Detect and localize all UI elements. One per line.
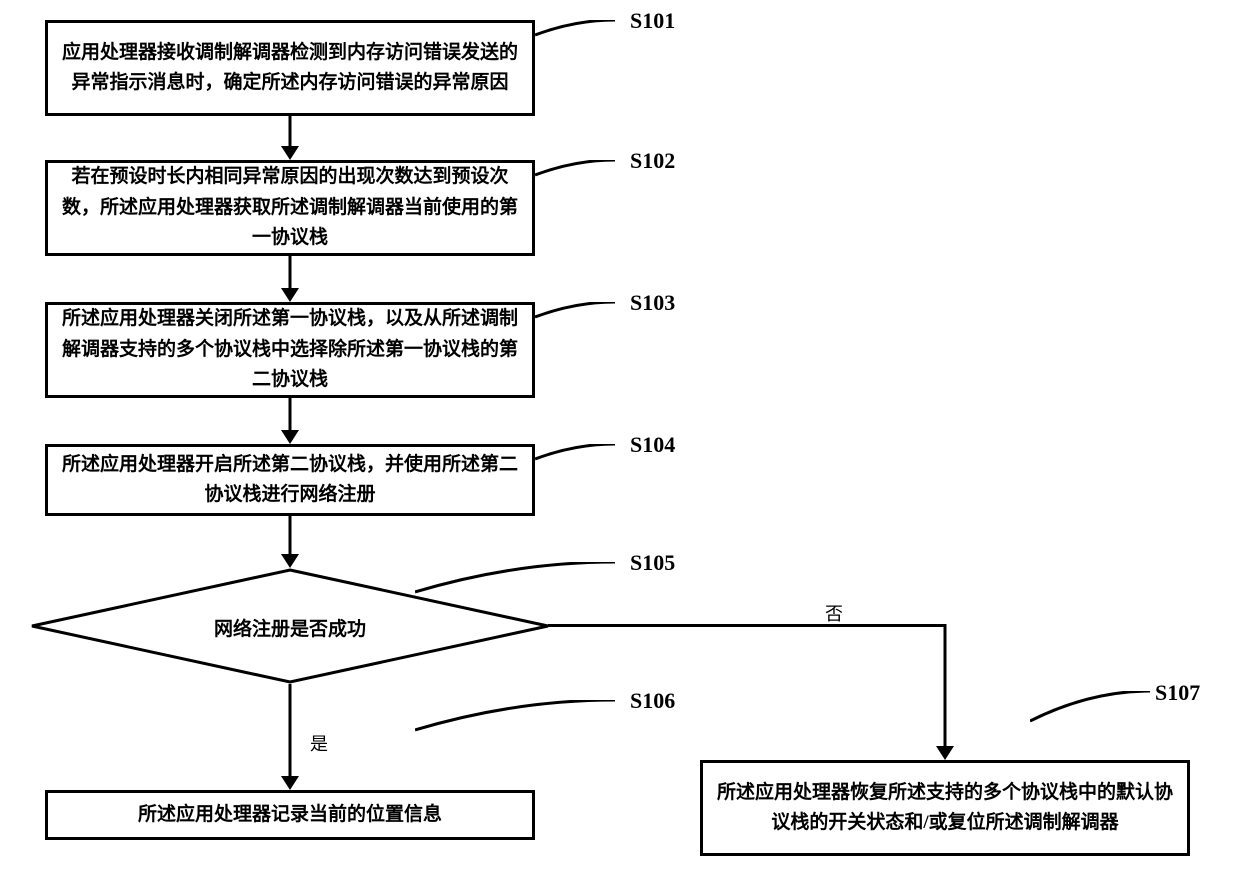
arrow-no-s107	[935, 624, 955, 765]
arrow-s101-s102	[280, 116, 300, 165]
edge-label-yes: 是	[310, 730, 328, 756]
step-s106-text: 所述应用处理器记录当前的位置信息	[138, 800, 442, 830]
step-s104-text: 所述应用处理器开启所述第二协议栈，并使用所述第二协议栈进行网络注册	[62, 450, 518, 511]
step-s104: 所述应用处理器开启所述第二协议栈，并使用所述第二协议栈进行网络注册	[45, 444, 535, 516]
label-s102: S102	[630, 148, 675, 174]
step-s107-text: 所述应用处理器恢复所述支持的多个协议栈中的默认协议栈的开关状态和/或复位所述调制…	[717, 778, 1173, 839]
label-s101: S101	[630, 8, 675, 34]
step-s106: 所述应用处理器记录当前的位置信息	[45, 790, 535, 840]
edge-label-no: 否	[825, 600, 843, 626]
label-s107: S107	[1155, 680, 1200, 706]
arrow-s102-s103	[280, 256, 300, 307]
connector-s102-label	[535, 160, 625, 195]
arrow-s105-s106	[280, 684, 300, 795]
arrow-s103-s104	[280, 398, 300, 449]
label-s104: S104	[630, 432, 675, 458]
label-s105: S105	[630, 550, 675, 576]
connector-s101-label	[535, 20, 625, 55]
label-s106: S106	[630, 688, 675, 714]
flowchart-container: 应用处理器接收调制解调器检测到内存访问错误发送的异常指示消息时，确定所述内存访问…	[0, 0, 1240, 875]
connector-s106-label	[415, 700, 625, 745]
label-s103: S103	[630, 290, 675, 316]
decision-s105-text: 网络注册是否成功	[30, 614, 550, 641]
step-s102: 若在预设时长内相同异常原因的出现次数达到预设次数，所述应用处理器获取所述调制解调…	[45, 160, 535, 256]
step-s103-text: 所述应用处理器关闭所述第一协议栈，以及从所述调制解调器支持的多个协议栈中选择除所…	[62, 304, 518, 395]
connector-s107-label	[1030, 691, 1160, 736]
step-s101: 应用处理器接收调制解调器检测到内存访问错误发送的异常指示消息时，确定所述内存访问…	[45, 20, 535, 116]
connector-s105-label	[415, 562, 625, 607]
step-s102-text: 若在预设时长内相同异常原因的出现次数达到预设次数，所述应用处理器获取所述调制解调…	[62, 162, 518, 253]
line-s105-right	[548, 624, 945, 627]
arrow-s104-s105	[280, 516, 300, 573]
step-s101-text: 应用处理器接收调制解调器检测到内存访问错误发送的异常指示消息时，确定所述内存访问…	[62, 38, 518, 99]
step-s103: 所述应用处理器关闭所述第一协议栈，以及从所述调制解调器支持的多个协议栈中选择除所…	[45, 302, 535, 398]
connector-s103-label	[535, 302, 625, 337]
connector-s104-label	[535, 444, 625, 479]
step-s107: 所述应用处理器恢复所述支持的多个协议栈中的默认协议栈的开关状态和/或复位所述调制…	[700, 760, 1190, 856]
